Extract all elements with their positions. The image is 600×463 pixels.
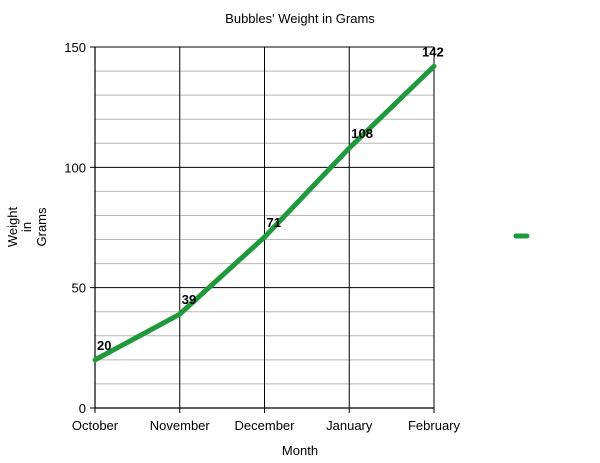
data-label: 142 xyxy=(422,44,444,59)
x-tick-label: January xyxy=(326,418,373,433)
series-lines xyxy=(92,63,437,363)
major-gridlines xyxy=(90,46,435,413)
y-tick-labels: 0 50 100 150 xyxy=(64,40,86,416)
x-tick-label: February xyxy=(408,418,461,433)
data-label: 71 xyxy=(267,215,281,230)
y-axis-label-line-1: Weight xyxy=(5,207,20,248)
x-tick-labels: October November December January February xyxy=(72,418,461,433)
y-tick-label: 100 xyxy=(64,160,86,175)
series-line xyxy=(92,63,437,363)
data-label: 20 xyxy=(97,338,111,353)
chart-title: Bubbles' Weight in Grams xyxy=(225,11,375,26)
data-labels: 20 39 71 108 142 xyxy=(97,44,444,353)
x-tick-label: December xyxy=(235,418,296,433)
axes xyxy=(94,47,434,409)
x-axis-label: Month xyxy=(282,443,318,458)
x-tick-label: October xyxy=(72,418,119,433)
y-axis-label-line-3: Grams xyxy=(34,207,49,247)
x-tick-label: November xyxy=(150,418,211,433)
data-label: 108 xyxy=(351,126,373,141)
y-tick-label: 50 xyxy=(72,281,86,296)
y-axis-label-line-2: in xyxy=(19,222,34,232)
y-axis-label: Weight in Grams xyxy=(5,207,49,248)
y-tick-label: 0 xyxy=(79,401,86,416)
y-tick-label: 150 xyxy=(64,40,86,55)
data-label: 39 xyxy=(182,292,196,307)
